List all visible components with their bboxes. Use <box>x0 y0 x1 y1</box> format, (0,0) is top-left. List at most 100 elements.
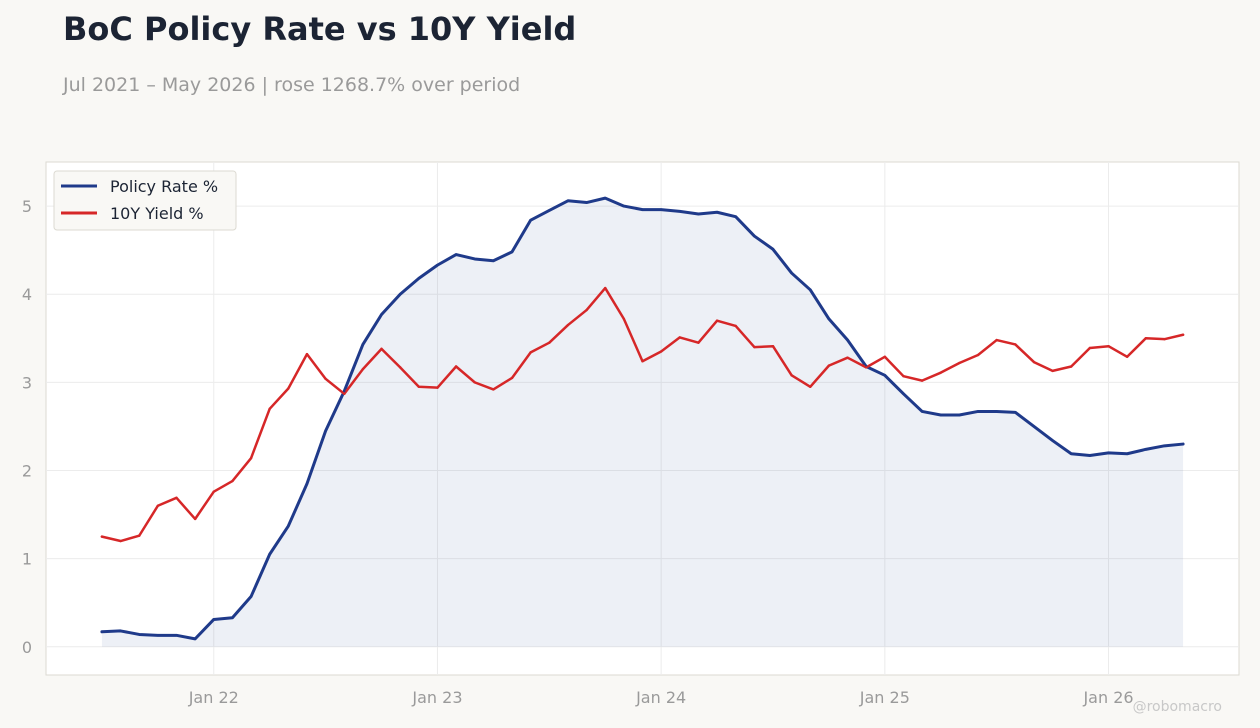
data-point <box>343 392 346 396</box>
data-point <box>995 410 998 413</box>
data-point <box>1144 337 1147 340</box>
data-point <box>734 324 737 328</box>
x-tick-label: Jan 23 <box>411 688 462 707</box>
data-point <box>287 387 290 390</box>
data-point <box>305 352 309 356</box>
data-point <box>175 634 178 637</box>
y-tick-label: 5 <box>22 197 32 216</box>
data-point <box>566 199 570 202</box>
data-point <box>883 355 887 358</box>
data-point <box>436 263 439 267</box>
data-point <box>268 553 271 556</box>
data-point <box>361 343 365 346</box>
data-point <box>343 389 346 393</box>
data-point <box>566 323 570 327</box>
data-point <box>920 379 924 382</box>
data-point <box>1070 365 1073 368</box>
data-point <box>1088 346 1092 350</box>
data-point <box>902 374 905 378</box>
data-point <box>790 374 793 377</box>
data-point <box>995 338 998 342</box>
data-point <box>529 351 532 354</box>
data-point <box>641 208 644 211</box>
data-point <box>622 317 626 321</box>
legend-label-10y-yield: 10Y Yield % <box>110 204 204 223</box>
legend-label-policy-rate: Policy Rate % <box>110 177 218 196</box>
x-tick-label: Jan 22 <box>188 688 239 707</box>
data-point <box>771 248 775 251</box>
chart-subtitle: Jul 2021 – May 2026 | rose 1268.7% over … <box>63 74 521 96</box>
data-point <box>641 360 644 363</box>
data-point <box>138 633 141 636</box>
data-point <box>100 535 104 538</box>
series-points <box>100 196 1185 641</box>
data-point <box>827 364 831 367</box>
data-point <box>231 479 234 483</box>
data-point <box>249 456 253 460</box>
data-point <box>268 407 271 411</box>
data-point <box>883 374 887 377</box>
data-point <box>361 367 365 371</box>
data-point <box>958 413 961 417</box>
data-point <box>380 313 383 316</box>
data-point <box>1032 360 1036 364</box>
data-point <box>678 336 681 339</box>
data-point <box>398 293 402 296</box>
data-point <box>175 496 178 500</box>
data-point <box>715 319 719 322</box>
data-point <box>1014 411 1017 414</box>
data-point <box>771 345 775 348</box>
data-point <box>492 259 495 262</box>
data-point <box>193 517 197 521</box>
data-point <box>1107 345 1110 348</box>
data-point <box>548 209 551 212</box>
data-point <box>1088 454 1092 457</box>
data-point <box>212 490 215 493</box>
data-point <box>249 595 253 598</box>
data-point <box>1163 444 1166 448</box>
x-axis-ticks: Jan 22 Jan 23 Jan 24 Jan 25 Jan 26 <box>188 688 1134 707</box>
data-point <box>864 366 868 369</box>
y-tick-label: 0 <box>22 638 32 657</box>
series-area-0 <box>101 198 1184 647</box>
data-point <box>976 410 980 413</box>
data-point <box>585 201 588 204</box>
data-point <box>753 345 756 349</box>
data-point <box>1014 343 1017 346</box>
data-point <box>697 341 700 344</box>
data-point <box>305 482 309 485</box>
data-point <box>156 504 160 507</box>
legend-box <box>53 170 237 231</box>
data-point <box>380 347 383 351</box>
data-point <box>846 356 849 359</box>
y-tick-label: 3 <box>22 373 32 392</box>
policy-rate-area <box>101 198 1184 647</box>
data-point <box>753 234 756 238</box>
data-point <box>976 353 980 357</box>
data-point <box>510 376 514 380</box>
data-point <box>1051 439 1054 442</box>
data-point <box>193 637 197 641</box>
data-point <box>809 288 812 292</box>
data-point <box>529 218 532 222</box>
data-point <box>678 210 681 213</box>
data-point <box>454 253 458 256</box>
data-point <box>585 308 588 312</box>
data-point <box>604 286 607 290</box>
data-point <box>958 361 961 365</box>
data-point <box>622 204 626 208</box>
data-point <box>1125 355 1129 358</box>
data-point <box>734 215 737 218</box>
x-tick-label: Jan 26 <box>1082 688 1133 707</box>
data-point <box>697 212 700 216</box>
data-point <box>1032 425 1036 428</box>
plot-frame <box>45 161 1240 676</box>
data-point <box>604 196 607 200</box>
data-point <box>324 377 327 381</box>
data-point <box>454 365 458 368</box>
data-point <box>119 539 122 543</box>
data-point <box>1107 451 1110 455</box>
data-point <box>659 208 663 211</box>
legend: Policy Rate % 10Y Yield % <box>53 170 237 231</box>
